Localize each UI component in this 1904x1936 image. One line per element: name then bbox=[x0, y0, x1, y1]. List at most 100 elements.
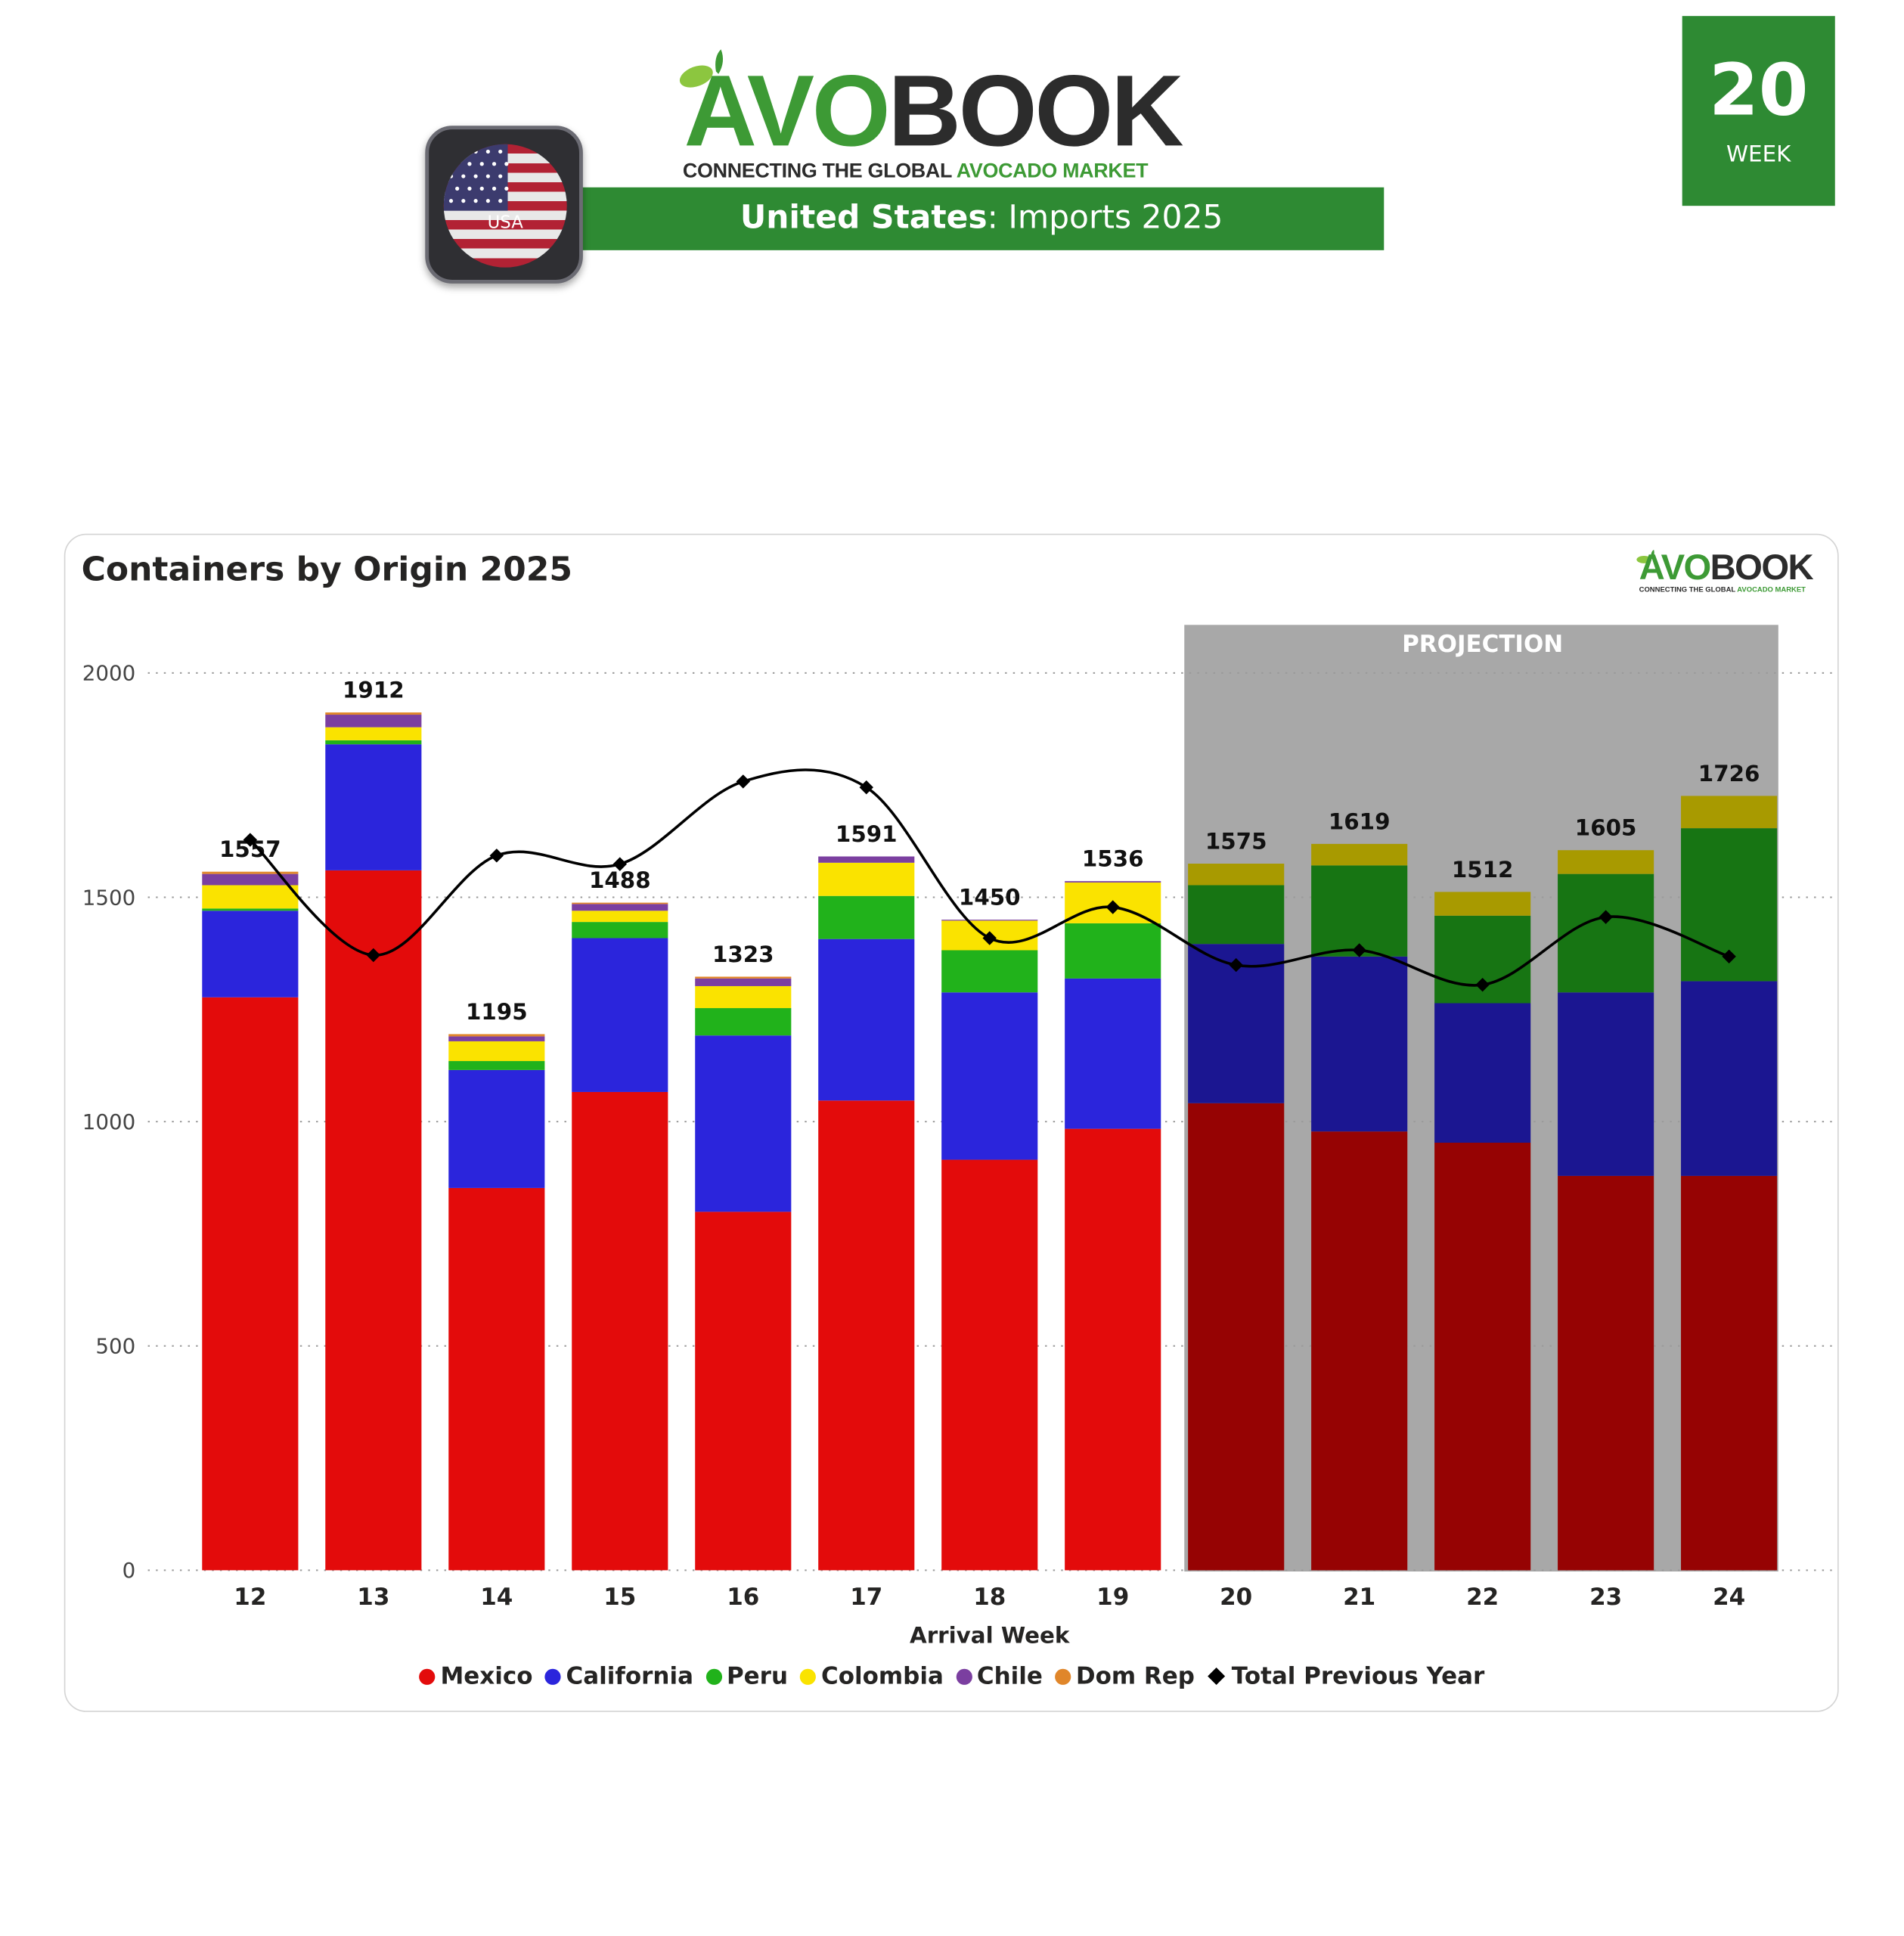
total-data-label: 1591 bbox=[836, 821, 898, 847]
bar-segment-california bbox=[1434, 1003, 1531, 1143]
leaf-icon bbox=[1636, 549, 1654, 563]
legend-item-colombia[interactable]: Colombia bbox=[800, 1661, 944, 1691]
star-icon bbox=[504, 186, 509, 191]
bar-segment-dom-rep bbox=[448, 1034, 545, 1037]
bar-segment-mexico bbox=[695, 1212, 792, 1571]
star-icon bbox=[448, 174, 454, 178]
bar-segment-california bbox=[1065, 978, 1161, 1129]
legend-item-dom-rep[interactable]: Dom Rep bbox=[1055, 1661, 1195, 1691]
y-tick-label: 0 bbox=[122, 1558, 136, 1583]
legend-label: Total Previous Year bbox=[1231, 1662, 1485, 1690]
legend-dot-icon bbox=[956, 1668, 972, 1685]
legend-dot-icon bbox=[705, 1668, 722, 1685]
bar-segment-colombia bbox=[572, 911, 668, 923]
legend-dot-icon bbox=[419, 1668, 436, 1685]
bar-segment-chile bbox=[325, 715, 422, 728]
star-icon bbox=[473, 149, 478, 154]
x-tick-label: 17 bbox=[850, 1584, 882, 1611]
x-tick-label: 12 bbox=[234, 1584, 266, 1611]
bar-segment-california bbox=[818, 939, 915, 1101]
x-tick-label: 15 bbox=[603, 1584, 636, 1611]
bar-segment-peru bbox=[695, 1008, 792, 1036]
bar-segment-chile bbox=[1065, 881, 1161, 883]
x-tick-label: 24 bbox=[1713, 1584, 1745, 1611]
bar-segment-dom-rep bbox=[695, 976, 792, 979]
bar-segment-california bbox=[1681, 981, 1778, 1176]
bar-segment-colombia bbox=[1434, 892, 1531, 916]
bar-segment-mexico bbox=[202, 997, 299, 1571]
mini-logo-avo: AVO bbox=[1639, 548, 1712, 588]
legend-label: Dom Rep bbox=[1075, 1662, 1195, 1690]
logo-tagline-green: AVOCADO MARKET bbox=[956, 160, 1149, 183]
mini-logo-book: BOOK bbox=[1710, 548, 1814, 588]
y-tick-label: 1000 bbox=[82, 1109, 135, 1134]
usa-flag-badge: USA bbox=[425, 126, 583, 284]
legend-label: California bbox=[566, 1662, 693, 1690]
x-tick-label: 22 bbox=[1466, 1584, 1499, 1611]
previous-year-marker bbox=[859, 780, 873, 795]
total-data-label: 1512 bbox=[1452, 857, 1514, 883]
bar-segment-mexico bbox=[1558, 1175, 1654, 1571]
x-axis-title: Arrival Week bbox=[910, 1623, 1071, 1649]
bar-segment-mexico bbox=[1311, 1131, 1408, 1571]
chart-legend: Mexico California Peru Colombia Chile Dom Rep… bbox=[0, 1661, 1904, 1691]
bar-segment-mexico bbox=[1065, 1128, 1161, 1571]
bar-segment-mexico bbox=[818, 1100, 915, 1571]
y-tick-label: 1500 bbox=[82, 885, 135, 910]
x-tick-label: 18 bbox=[973, 1584, 1006, 1611]
bar-segment-chile bbox=[695, 978, 792, 986]
total-data-label: 1450 bbox=[959, 885, 1021, 911]
star-icon bbox=[479, 162, 484, 166]
legend-item-mexico[interactable]: Mexico bbox=[419, 1661, 533, 1691]
bar-segment-colombia bbox=[818, 862, 915, 896]
banner-country: United States bbox=[740, 200, 988, 237]
banner-subtitle: : Imports 2025 bbox=[987, 200, 1223, 237]
star-icon bbox=[485, 174, 491, 178]
star-icon bbox=[498, 174, 503, 178]
chart-title: Containers by Origin 2025 bbox=[81, 551, 573, 590]
bar-segment-california bbox=[695, 1035, 792, 1212]
legend-item-total-previous-year[interactable]: Total Previous Year bbox=[1207, 1661, 1484, 1691]
bar-segment-peru bbox=[202, 908, 299, 911]
total-data-label: 1575 bbox=[1205, 828, 1267, 854]
star-icon bbox=[448, 199, 454, 203]
x-tick-label: 23 bbox=[1589, 1584, 1622, 1611]
legend-item-chile[interactable]: Chile bbox=[956, 1661, 1043, 1691]
legend-item-peru[interactable]: Peru bbox=[705, 1661, 788, 1691]
previous-year-marker bbox=[1229, 957, 1243, 973]
legend-label: Colombia bbox=[821, 1662, 944, 1690]
star-icon bbox=[467, 162, 472, 166]
mini-logo-tagline-green: AVOCADO MARKET bbox=[1737, 586, 1806, 594]
week-label: WEEK bbox=[1726, 141, 1791, 168]
y-tick-label: 500 bbox=[95, 1334, 135, 1359]
x-tick-label: 16 bbox=[727, 1584, 759, 1611]
legend-label: Peru bbox=[726, 1662, 789, 1690]
previous-year-marker bbox=[1105, 900, 1120, 914]
bar-segment-california bbox=[448, 1069, 545, 1188]
bar-segment-colombia bbox=[1188, 864, 1285, 886]
bar-segment-california bbox=[325, 744, 422, 870]
bar-segment-chile bbox=[448, 1036, 545, 1041]
bar-segment-colombia bbox=[1558, 850, 1654, 874]
x-tick-label: 14 bbox=[480, 1584, 513, 1611]
avobook-mini-logo: AVOBOOK CONNECTING THE GLOBAL AVOCADO MA… bbox=[1634, 548, 1831, 599]
legend-dot-icon bbox=[1055, 1668, 1071, 1685]
bar-segment-mexico bbox=[941, 1159, 1038, 1571]
legend-dot-icon bbox=[800, 1668, 817, 1685]
bar-segment-dom-rep bbox=[325, 712, 422, 715]
bar-segment-mexico bbox=[448, 1187, 545, 1571]
total-data-label: 1912 bbox=[343, 678, 405, 703]
star-icon bbox=[461, 199, 466, 203]
total-data-label: 1488 bbox=[589, 867, 651, 893]
legend-item-california[interactable]: California bbox=[544, 1661, 693, 1691]
logo-avo: AVO bbox=[684, 55, 891, 168]
bar-segment-colombia bbox=[325, 727, 422, 740]
legend-label: Mexico bbox=[440, 1662, 533, 1690]
flag-label: USA bbox=[487, 213, 523, 234]
bar-segment-chile bbox=[572, 904, 668, 911]
star-icon bbox=[448, 149, 454, 154]
bar-segment-mexico bbox=[1434, 1143, 1531, 1571]
star-icon bbox=[455, 186, 460, 191]
